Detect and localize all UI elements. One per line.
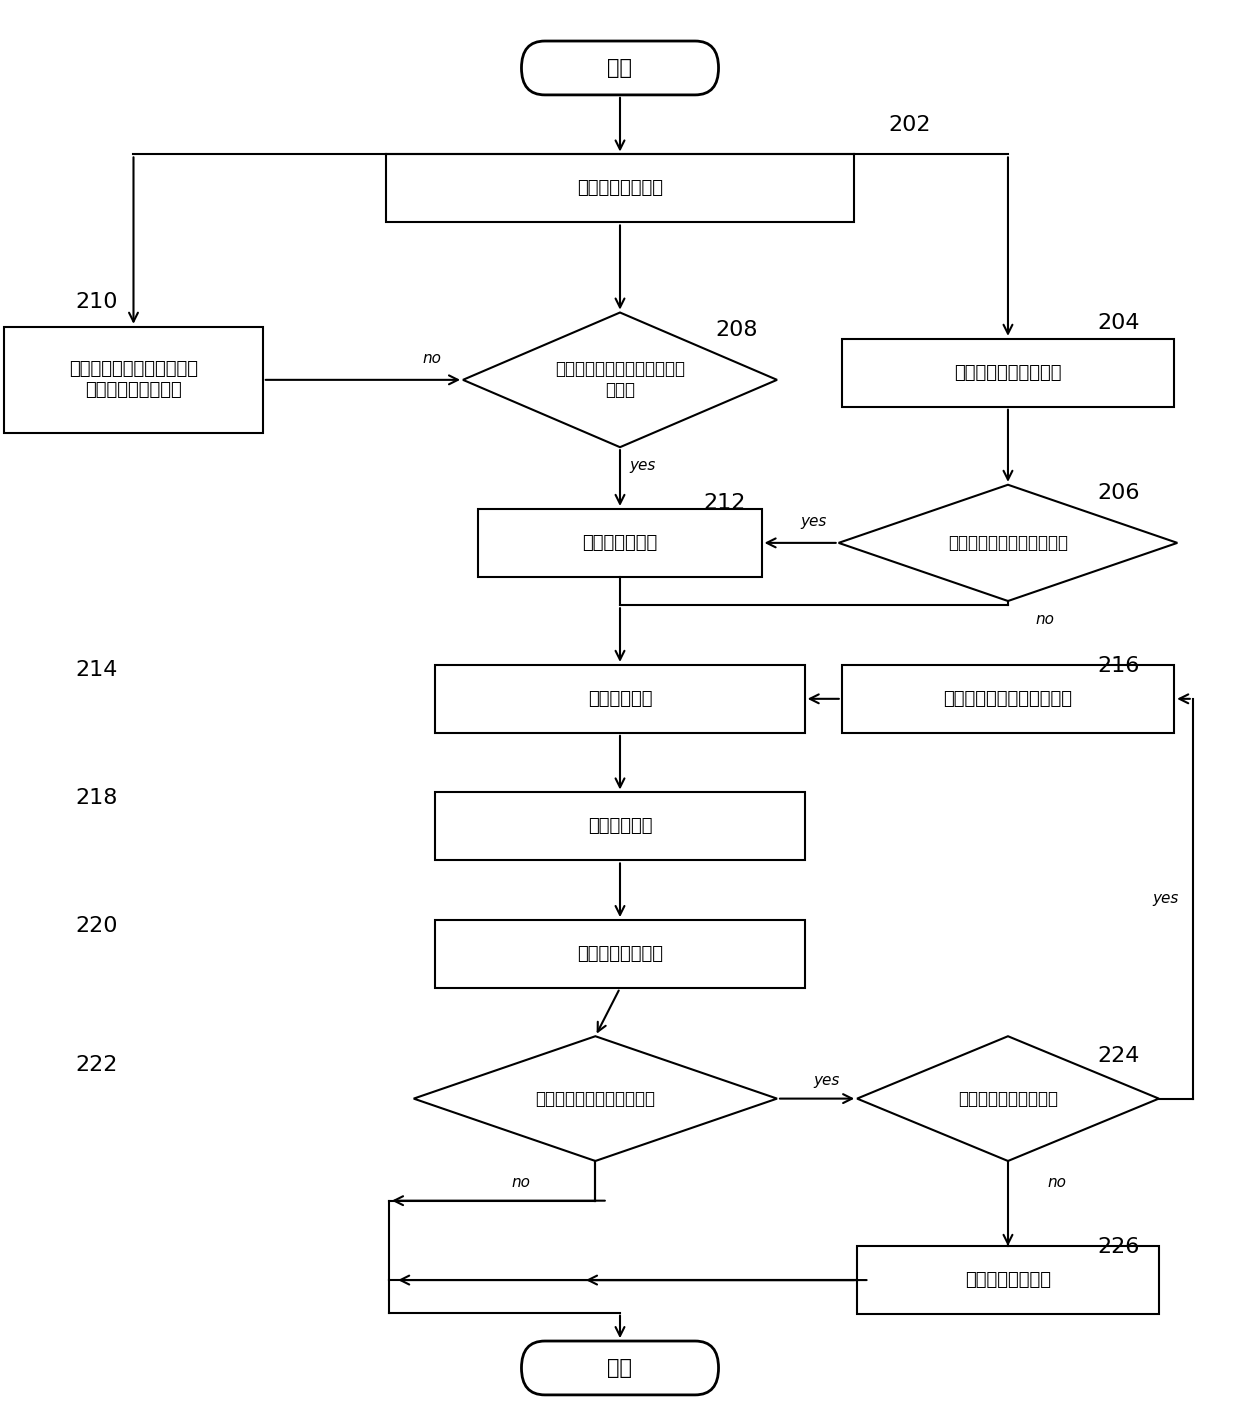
Text: 输出结果二次渲染: 输出结果二次渲染 [965,1271,1052,1289]
Text: 208: 208 [715,321,758,341]
FancyBboxPatch shape [522,41,718,96]
Bar [435,665,805,733]
Bar [4,327,263,434]
Text: 生成系统回复信息: 生成系统回复信息 [577,945,663,963]
Text: 接收用户输入信息: 接收用户输入信息 [577,180,663,197]
Text: yes: yes [801,515,827,529]
Text: 224: 224 [1097,1047,1140,1067]
Bar [386,154,854,222]
Text: 是否进行文本垃圾处理: 是否进行文本垃圾处理 [959,1089,1058,1108]
Text: 万能回复模块输出回复结果: 万能回复模块输出回复结果 [944,690,1073,707]
FancyBboxPatch shape [522,1340,718,1395]
Text: 结束: 结束 [608,1358,632,1378]
Text: 输出结果渲染: 输出结果渲染 [588,817,652,836]
Bar [435,920,805,988]
Text: 判断是否需要进行垃圾识别: 判断是否需要进行垃圾识别 [947,533,1068,552]
Polygon shape [838,485,1177,600]
Text: 222: 222 [76,1055,118,1075]
Bar [842,665,1174,733]
Text: 218: 218 [76,789,118,809]
Text: 解析器结果剪枝: 解析器结果剪枝 [583,533,657,552]
Text: 进行文本垃圾处理，输出是
否为垃圾及相关信息: 进行文本垃圾处理，输出是 否为垃圾及相关信息 [69,361,198,399]
Bar [857,1246,1159,1315]
Text: 生成回复语言: 生成回复语言 [588,690,652,707]
Text: no: no [512,1175,531,1189]
Text: yes: yes [629,458,656,473]
Text: 214: 214 [76,660,118,680]
Bar [479,509,761,578]
Bar [435,793,805,860]
Text: 226: 226 [1097,1238,1140,1258]
Text: 206: 206 [1097,483,1140,503]
Text: yes: yes [1152,891,1179,906]
Text: no: no [1048,1175,1066,1189]
Polygon shape [857,1037,1159,1161]
Text: yes: yes [813,1072,839,1088]
Text: 216: 216 [1097,656,1140,676]
Text: no: no [1035,612,1054,627]
Text: 判断是否需要调用文本垃圾处
理结果: 判断是否需要调用文本垃圾处 理结果 [556,361,684,399]
Text: 220: 220 [76,915,118,935]
Text: no: no [423,351,441,366]
Text: 212: 212 [703,493,746,513]
Bar [842,339,1174,406]
Text: 开始: 开始 [608,58,632,78]
Text: 210: 210 [76,292,118,312]
Text: 202: 202 [888,114,931,134]
Text: 204: 204 [1097,314,1140,334]
Polygon shape [463,312,777,448]
Polygon shape [414,1037,777,1161]
Text: 进行自然语言理解解析: 进行自然语言理解解析 [955,364,1061,382]
Text: 判断是否需要进行垃圾识别: 判断是否需要进行垃圾识别 [536,1089,656,1108]
